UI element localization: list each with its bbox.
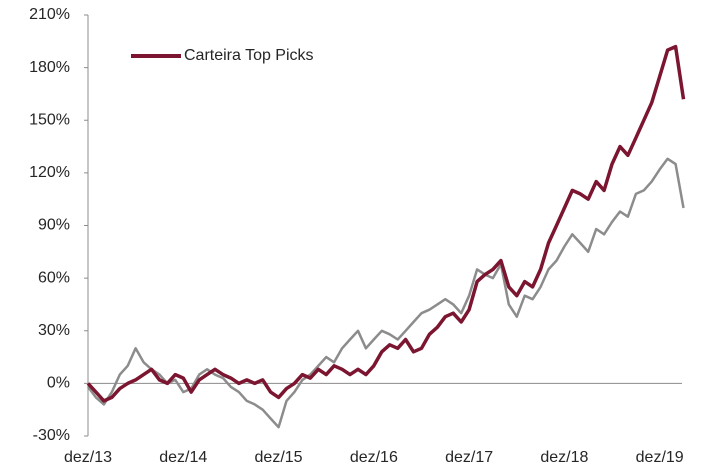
y-tick-label: 120% bbox=[29, 164, 70, 181]
x-tick-label: dez/15 bbox=[255, 449, 303, 466]
series-line bbox=[87, 157, 685, 429]
x-tick-label: dez/14 bbox=[159, 449, 207, 466]
x-tick-label: dez/19 bbox=[636, 449, 684, 466]
x-tick-label: dez/17 bbox=[445, 449, 493, 466]
x-tick-label: dez/13 bbox=[64, 449, 112, 466]
x-tick-label: dez/18 bbox=[540, 449, 588, 466]
legend-label: Carteira Top Picks bbox=[184, 47, 314, 64]
y-tick-label: -30% bbox=[33, 427, 70, 444]
y-tick-label: 0% bbox=[47, 375, 70, 392]
series-line bbox=[86, 44, 686, 403]
y-tick-label: 60% bbox=[38, 269, 70, 286]
y-tick-label: 30% bbox=[38, 322, 70, 339]
y-tick-label: 150% bbox=[29, 111, 70, 128]
y-tick-label: 210% bbox=[29, 6, 70, 23]
y-tick-label: 90% bbox=[38, 217, 70, 234]
y-tick-label: 180% bbox=[29, 59, 70, 76]
x-tick-label: dez/16 bbox=[350, 449, 398, 466]
